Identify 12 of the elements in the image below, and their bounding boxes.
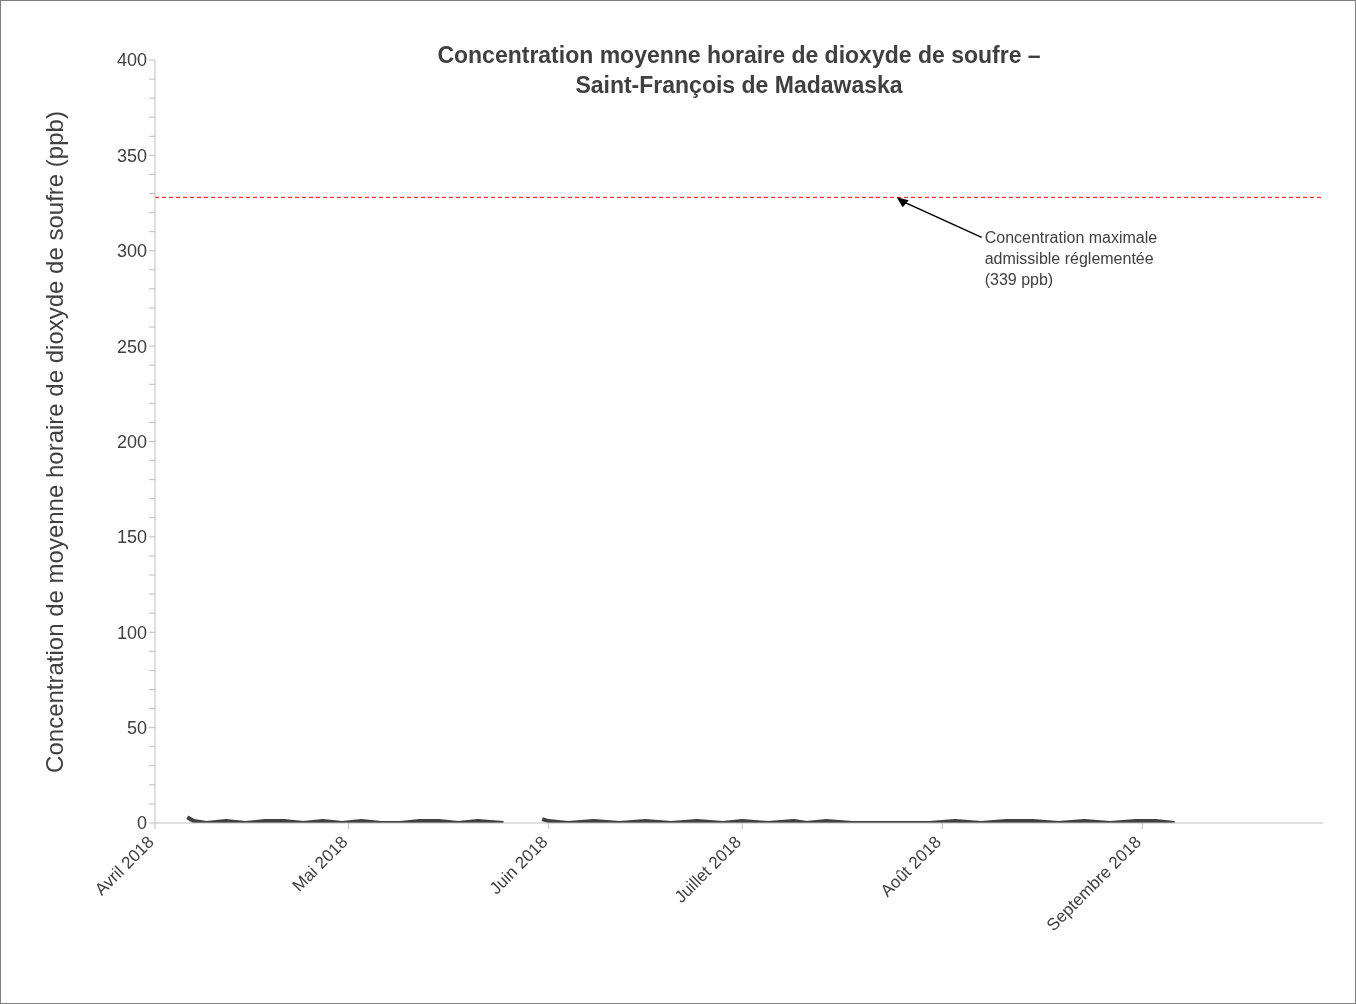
y-tick-label: 150 — [116, 527, 147, 548]
y-tick-label: 50 — [126, 718, 147, 739]
y-tick-label: 100 — [116, 622, 147, 643]
annotation: Concentration maximale admissible réglementée (339 ppb) — [984, 229, 1158, 289]
y-axis-title: Concentration de moyenne horaire de dioxyde de soufre (ppb) — [41, 110, 69, 773]
y-tick-label: 0 — [136, 813, 147, 834]
chart-title: Concentration moyenne horaire de dioxyde de soufre – Saint-François de Madawaska — [436, 41, 1042, 100]
y-tick-label: 400 — [116, 50, 147, 71]
y-tick-label: 250 — [116, 336, 147, 357]
y-tick-label: 200 — [116, 431, 147, 452]
y-tick-label: 350 — [116, 145, 147, 166]
y-tick-label: 300 — [116, 241, 147, 262]
